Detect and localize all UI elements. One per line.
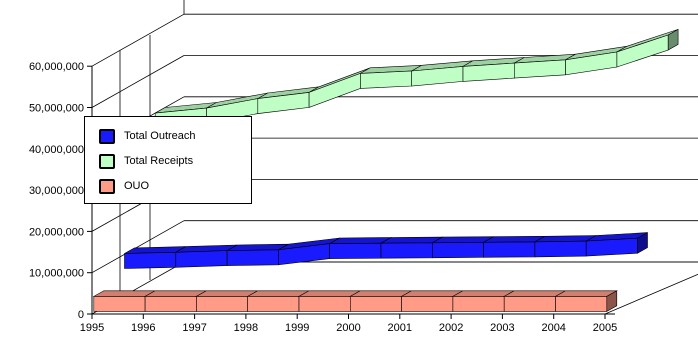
ribbon-front-segment [462, 62, 515, 82]
legend-label-total-outreach: Total Outreach [124, 130, 196, 142]
x-tick-label: 1999 [285, 322, 309, 334]
ribbon-front-segment [616, 34, 669, 68]
ribbon-front-segment [298, 296, 351, 312]
x-tick-label: 2003 [490, 322, 514, 334]
ribbon-top-segment [400, 290, 465, 297]
side-wall-gridline [91, 55, 185, 108]
series-ribbon-total-outreach [124, 232, 648, 269]
ribbon-front-segment [93, 296, 146, 312]
ribbon-front-segment [452, 296, 505, 312]
side-wall-gridline [91, 13, 185, 67]
ribbon-front-segment [124, 251, 177, 269]
ribbon-end-cap [667, 28, 679, 51]
chart-legend: Total Outreach Total Receipts OUO [84, 116, 252, 204]
y-tick-label: 20,000,000 [29, 226, 84, 238]
ribbon-front-segment [585, 237, 638, 257]
ribbon-end-cap [606, 290, 618, 312]
legend-item-ouo: OUO [99, 174, 149, 198]
ribbon-front-segment [247, 296, 300, 312]
ribbon-top-segment [246, 290, 311, 297]
x-tick-label: 2001 [388, 322, 412, 334]
ribbon-top-segment [554, 290, 618, 297]
ribbon-front-segment [380, 242, 433, 259]
y-tick-label: 30,000,000 [29, 185, 84, 197]
y-tick-label: 10,000,000 [29, 268, 84, 280]
chart-series-ribbons [92, 28, 679, 312]
y-tick-label: 50,000,000 [29, 103, 84, 115]
ribbon-front-segment [513, 59, 566, 79]
y-tick-label: 60,000,000 [29, 61, 84, 73]
x-tick-label: 2000 [336, 322, 360, 334]
x-tick-label: 2002 [439, 322, 463, 334]
legend-swatch-total-outreach [99, 128, 115, 144]
x-tick-label: 2004 [541, 322, 565, 334]
y-tick-label: 40,000,000 [29, 144, 84, 156]
side-wall-gridline [91, 220, 185, 274]
legend-item-total-outreach: Total Outreach [99, 124, 196, 148]
x-tick-label: 1997 [182, 322, 206, 334]
ribbon-top-segment [503, 290, 567, 297]
x-tick-label: 2005 [593, 322, 617, 334]
ribbon-front-segment [175, 250, 228, 268]
ribbon-front-segment [329, 242, 382, 259]
ribbon-front-segment [308, 72, 361, 108]
ribbon-top-segment [297, 290, 362, 297]
ribbon-front-segment [431, 241, 484, 259]
ribbon-front-segment [196, 296, 248, 312]
ribbon-front-segment [401, 296, 454, 312]
y-tick-label: 0 [78, 309, 84, 321]
x-tick-label: 1996 [131, 322, 155, 334]
series-ribbon-ouo [92, 290, 618, 312]
ribbon-top-segment [349, 290, 413, 297]
ribbon-front-segment [534, 240, 587, 258]
legend-item-total-receipts: Total Receipts [99, 149, 193, 173]
ribbon-top-segment [92, 290, 157, 297]
series-ribbon-total-receipts [154, 28, 679, 129]
x-tick-label: 1995 [80, 322, 104, 334]
ribbon-front-segment [360, 70, 413, 89]
legend-label-ouo: OUO [124, 180, 150, 192]
ribbon-end-cap [637, 232, 648, 254]
legend-label-total-receipts: Total Receipts [124, 155, 194, 167]
ribbon-front-segment [144, 296, 197, 312]
chart-axes: 0 10,000,000 20,000,000 30,000,000 40,000,00… [29, 61, 617, 334]
x-tick-label: 1998 [234, 322, 258, 334]
legend-swatch-ouo [99, 178, 115, 194]
ribbon-front-segment [226, 249, 279, 266]
floor-right-edge [604, 273, 698, 315]
ribbon-top-segment [195, 290, 259, 297]
ribbon-front-segment [555, 296, 608, 312]
ribbon-front-segment [349, 296, 402, 312]
ribbon-front-segment [483, 241, 536, 258]
ribbon-front-segment [503, 296, 556, 312]
legend-swatch-total-receipts [99, 153, 115, 169]
ribbon-top-segment [143, 290, 208, 297]
ribbon-top-segment [451, 290, 516, 297]
